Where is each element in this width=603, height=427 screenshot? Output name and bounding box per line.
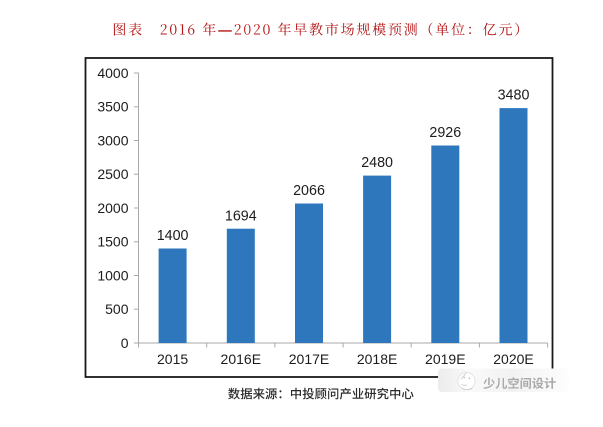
svg-text:1694: 1694 xyxy=(225,208,257,224)
svg-text:3480: 3480 xyxy=(498,88,530,104)
svg-text:2926: 2926 xyxy=(429,125,461,141)
svg-text:1500: 1500 xyxy=(97,234,128,250)
svg-text:3500: 3500 xyxy=(97,99,128,115)
svg-text:2016E: 2016E xyxy=(221,351,261,367)
svg-text:2000: 2000 xyxy=(97,200,128,216)
svg-text:2017E: 2017E xyxy=(289,351,329,367)
svg-text:1000: 1000 xyxy=(97,267,128,283)
svg-text:0: 0 xyxy=(121,335,129,351)
svg-text:2020E: 2020E xyxy=(493,351,533,367)
svg-text:2015: 2015 xyxy=(157,351,188,367)
svg-text:2019E: 2019E xyxy=(425,351,465,367)
svg-text:2480: 2480 xyxy=(361,155,393,171)
svg-text:2018E: 2018E xyxy=(357,351,397,367)
svg-text:2066: 2066 xyxy=(293,183,325,199)
svg-text:500: 500 xyxy=(105,301,129,317)
svg-text:2500: 2500 xyxy=(97,166,128,182)
svg-text:3000: 3000 xyxy=(97,132,128,148)
svg-text:4000: 4000 xyxy=(97,65,128,81)
svg-text:1400: 1400 xyxy=(157,228,189,244)
